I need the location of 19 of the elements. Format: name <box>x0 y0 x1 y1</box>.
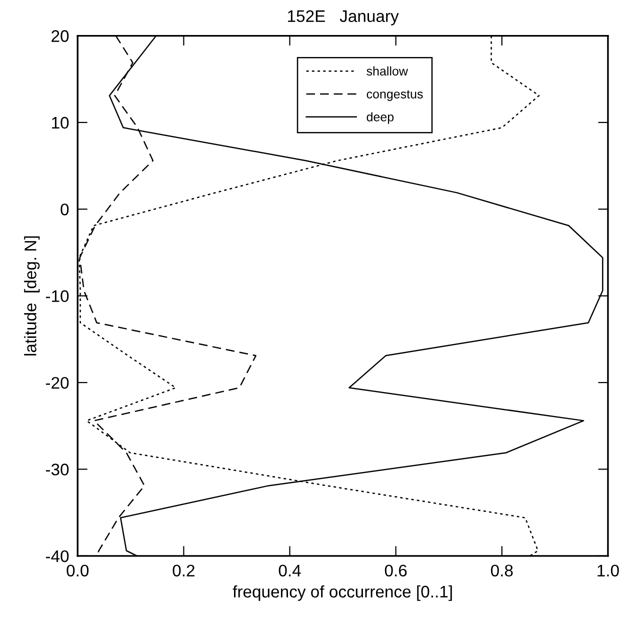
x-tick-label: 1.0 <box>598 564 619 576</box>
y-tick-label: -10 <box>46 290 69 302</box>
y-tick-label: 20 <box>52 30 69 42</box>
y-tick-label: -20 <box>46 376 69 389</box>
y-tick-label: -40 <box>46 550 69 562</box>
legend-label: deep <box>366 112 394 124</box>
y-tick-label: -30 <box>46 464 69 476</box>
y-tick-label: 10 <box>52 116 69 129</box>
chart-title: 152E January <box>288 10 399 26</box>
legend-label: shallow <box>366 66 408 76</box>
x-tick-label: 0.8 <box>490 564 513 576</box>
x-tick-label: 0.6 <box>384 564 407 576</box>
x-tick-label: 0.4 <box>278 564 301 576</box>
x-axis-title: frequency of occurrence [0..1] <box>232 585 452 601</box>
x-tick-label: 0.0 <box>66 564 89 576</box>
y-axis-title: latitude [deg. N] <box>24 236 40 356</box>
legend-label: congestus <box>366 90 423 101</box>
y-tick-label: 0 <box>60 204 69 216</box>
x-tick-label: 0.2 <box>172 564 194 576</box>
